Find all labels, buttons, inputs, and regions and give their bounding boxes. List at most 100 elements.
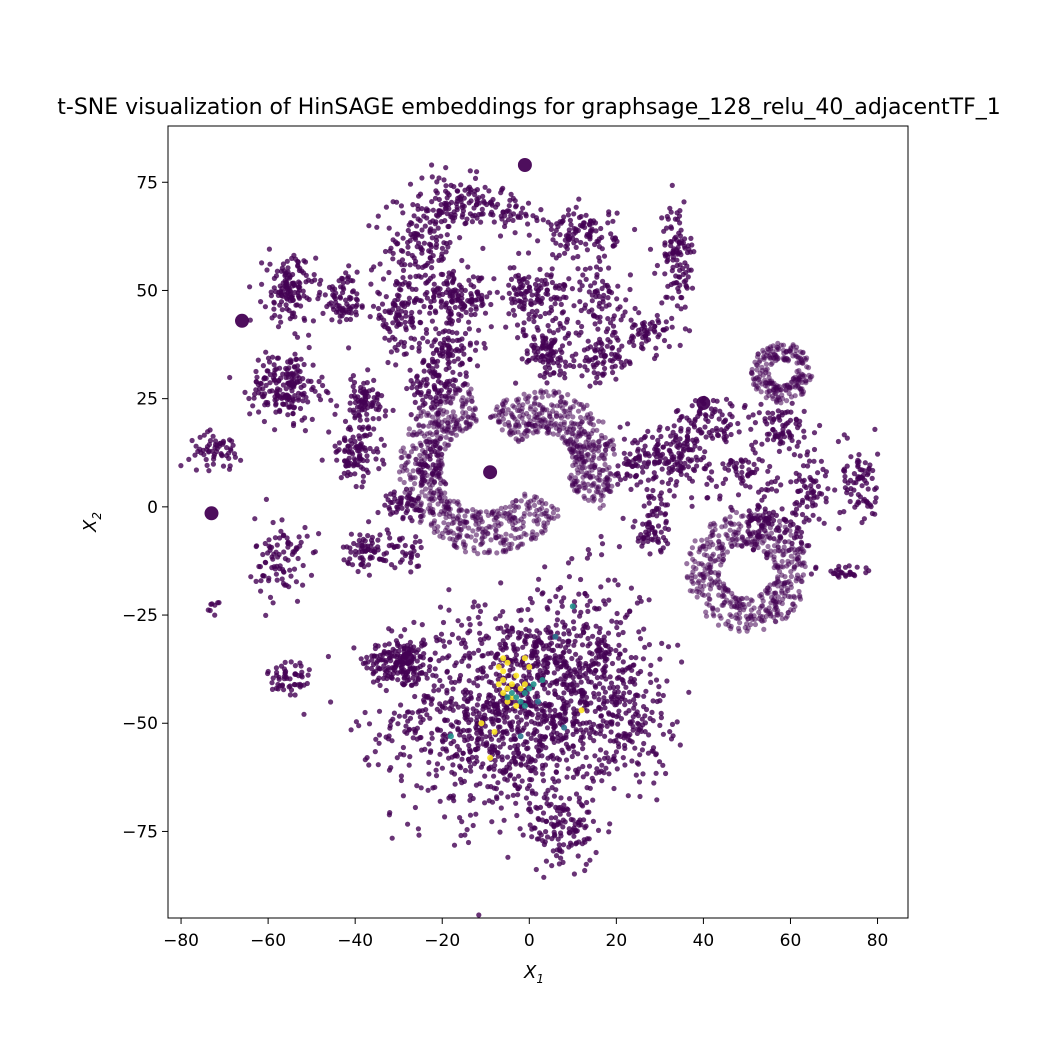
- data-point: [595, 661, 601, 667]
- data-point: [301, 711, 307, 717]
- data-point: [320, 310, 326, 316]
- data-point: [302, 524, 308, 531]
- data-point: [278, 299, 285, 305]
- data-point: [686, 328, 693, 334]
- data-point: [265, 670, 271, 677]
- data-point: [860, 475, 866, 481]
- data-point: [401, 645, 407, 652]
- data-point: [353, 303, 359, 310]
- data-point: [598, 713, 604, 719]
- data-point: [507, 265, 513, 271]
- data-point: [419, 250, 425, 256]
- data-point: [571, 240, 577, 246]
- data-point: [290, 371, 296, 377]
- data-point: [745, 473, 751, 479]
- data-point: [606, 649, 612, 655]
- data-point: [434, 190, 440, 196]
- data-point: [605, 577, 611, 583]
- data-point: [429, 235, 435, 241]
- data-point: [344, 275, 351, 281]
- data-point: [340, 280, 346, 286]
- data-point: [728, 431, 734, 438]
- data-point: [623, 358, 630, 364]
- data-point: [725, 467, 732, 473]
- data-point: [667, 205, 673, 211]
- data-point: [613, 647, 619, 654]
- data-point: [293, 302, 299, 308]
- data-point: [669, 464, 676, 471]
- data-point: [476, 327, 482, 333]
- data-point: [558, 643, 564, 649]
- data-point: [640, 656, 647, 662]
- data-point: [584, 593, 590, 599]
- data-point: [490, 698, 496, 704]
- data-point: [562, 359, 569, 365]
- data-point: [298, 356, 304, 362]
- data-point: [533, 804, 539, 811]
- data-point: [501, 629, 507, 635]
- data-point: [682, 260, 688, 266]
- data-point: [678, 428, 684, 434]
- data-point: [814, 494, 820, 500]
- data-point: [466, 319, 472, 325]
- data-point: [500, 185, 506, 191]
- data-point: [606, 597, 612, 603]
- data-point: [504, 777, 510, 783]
- data-point: [661, 337, 668, 344]
- data-point: [576, 196, 582, 202]
- data-point: [677, 208, 683, 214]
- data-point: [606, 829, 612, 835]
- data-point: [438, 202, 444, 208]
- data-point: [550, 756, 557, 762]
- data-point: [442, 700, 449, 706]
- data-point: [594, 766, 600, 772]
- data-point: [520, 326, 526, 333]
- data-point: [583, 694, 590, 701]
- data-point: [794, 534, 800, 540]
- data-point: [292, 682, 298, 688]
- data-point: [542, 712, 548, 719]
- data-point: [228, 446, 234, 452]
- data-point: [541, 736, 547, 742]
- data-point: [662, 456, 669, 462]
- data-point: [632, 462, 638, 468]
- data-point: [540, 708, 546, 714]
- data-point: [466, 663, 472, 669]
- data-point: [668, 224, 674, 230]
- data-point: [801, 428, 807, 434]
- data-point: [293, 356, 299, 363]
- data-point: [575, 266, 581, 272]
- data-point: [554, 221, 560, 227]
- data-point: [297, 280, 303, 286]
- data-point: [304, 680, 310, 687]
- data-point: [516, 278, 523, 284]
- data-point: [421, 357, 427, 363]
- data-point: [571, 211, 577, 217]
- data-point: [549, 266, 555, 272]
- data-point: [446, 337, 452, 343]
- data-point: [620, 659, 626, 665]
- data-point: [577, 363, 583, 369]
- data-point: [360, 466, 366, 472]
- data-point: [524, 721, 530, 727]
- data-point: [319, 457, 325, 463]
- data-point: [211, 456, 217, 462]
- data-point: [677, 274, 683, 280]
- data-point: [478, 219, 484, 225]
- data-point: [420, 637, 426, 643]
- data-point: [588, 669, 594, 675]
- data-point: [557, 732, 564, 738]
- data-point: [811, 458, 817, 464]
- data-point: [457, 371, 463, 377]
- data-point: [383, 687, 389, 694]
- data-point: [370, 303, 377, 309]
- data-point: [836, 526, 842, 532]
- data-point: [250, 403, 256, 409]
- data-point: [573, 351, 579, 357]
- data-point: [430, 273, 436, 279]
- data-point: [271, 306, 277, 312]
- data-point: [652, 329, 658, 335]
- data-point: [210, 433, 216, 439]
- data-point: [257, 386, 263, 392]
- data-point: [514, 714, 520, 720]
